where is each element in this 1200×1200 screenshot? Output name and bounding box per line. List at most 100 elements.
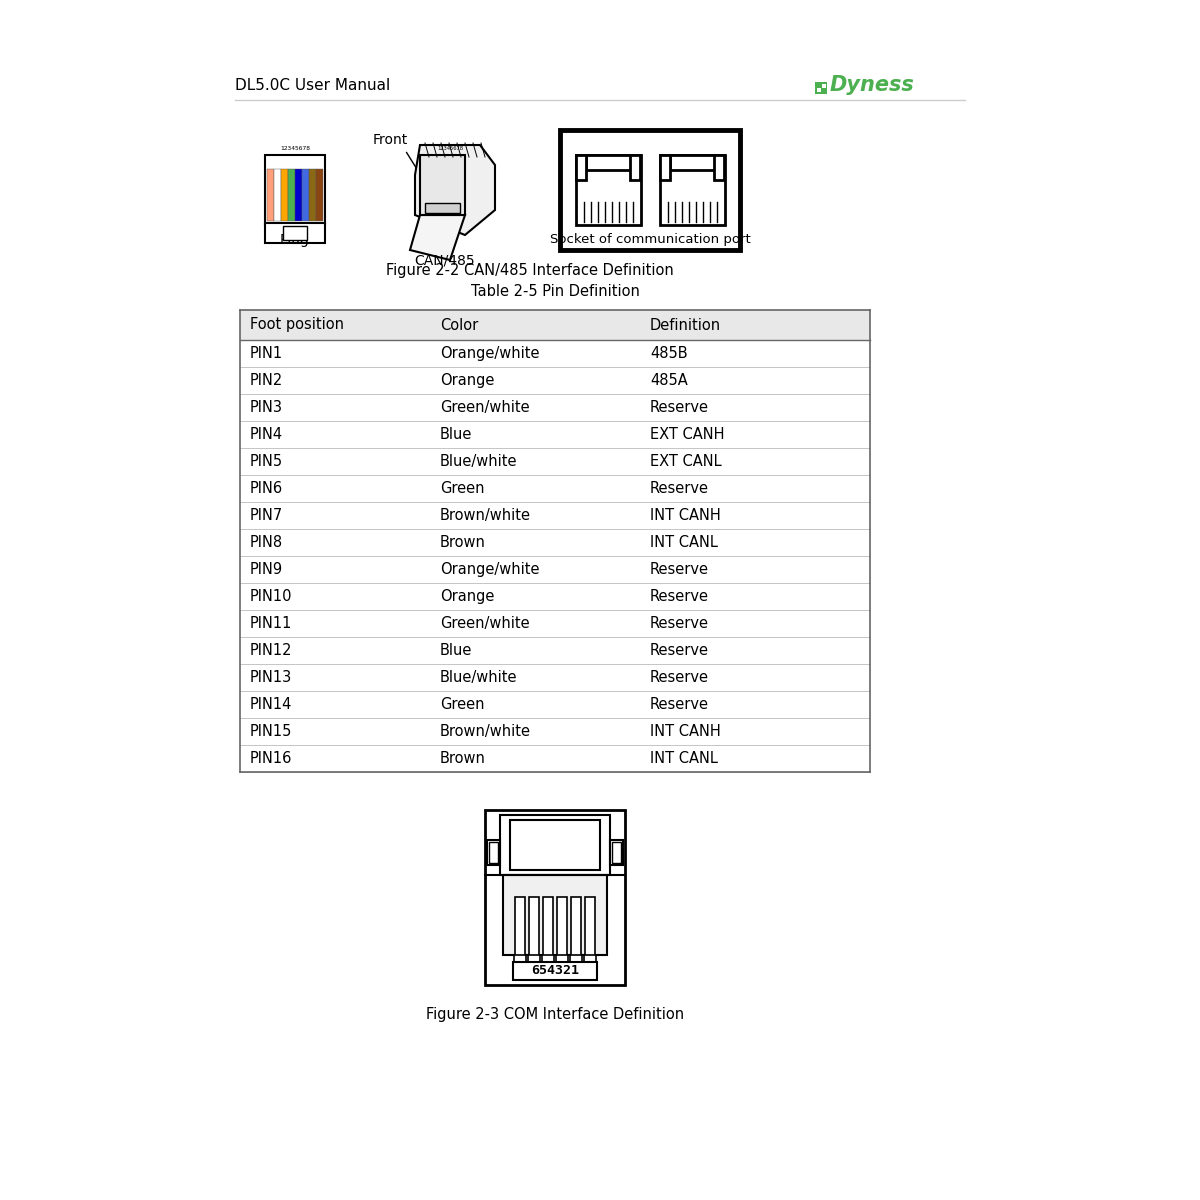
Text: Green/white: Green/white bbox=[440, 616, 529, 631]
Bar bbox=[265, 223, 325, 242]
Text: PIN4: PIN4 bbox=[250, 427, 283, 442]
Text: Brown/white: Brown/white bbox=[440, 724, 530, 739]
Text: Foot position: Foot position bbox=[250, 318, 344, 332]
Bar bbox=[560, 130, 740, 250]
Bar bbox=[557, 898, 568, 958]
Bar bbox=[542, 955, 554, 967]
Text: Green: Green bbox=[440, 481, 485, 496]
Text: Orange: Orange bbox=[440, 373, 494, 388]
Text: INT CANH: INT CANH bbox=[650, 724, 721, 739]
Bar bbox=[514, 962, 598, 980]
Bar bbox=[485, 810, 625, 985]
Text: PIN11: PIN11 bbox=[250, 616, 293, 631]
Bar bbox=[490, 842, 498, 863]
Bar bbox=[822, 84, 826, 88]
Text: PIN9: PIN9 bbox=[250, 562, 283, 577]
Text: PIN2: PIN2 bbox=[250, 373, 283, 388]
Text: Figure 2-3 COM Interface Definition: Figure 2-3 COM Interface Definition bbox=[426, 1008, 684, 1022]
Text: Dyness: Dyness bbox=[830, 74, 914, 95]
Text: Socket of communication port: Socket of communication port bbox=[550, 234, 750, 246]
Text: Color: Color bbox=[440, 318, 479, 332]
Text: 12345678: 12345678 bbox=[280, 146, 310, 151]
Text: DL5.0C User Manual: DL5.0C User Manual bbox=[235, 78, 390, 92]
Bar bbox=[586, 155, 631, 170]
Bar bbox=[515, 898, 526, 958]
Bar bbox=[612, 842, 622, 863]
Bar bbox=[586, 898, 595, 958]
Text: 485B: 485B bbox=[650, 346, 688, 361]
Bar bbox=[503, 875, 607, 955]
Text: PIN8: PIN8 bbox=[250, 535, 283, 550]
Text: PIN5: PIN5 bbox=[250, 454, 283, 469]
Text: 654321: 654321 bbox=[530, 965, 580, 978]
Bar bbox=[274, 169, 281, 221]
Text: 485A: 485A bbox=[650, 373, 688, 388]
Bar bbox=[510, 820, 600, 870]
Text: Reserve: Reserve bbox=[650, 616, 709, 631]
Text: 12345678: 12345678 bbox=[437, 146, 463, 151]
Text: PIN3: PIN3 bbox=[250, 400, 283, 415]
Text: PIN15: PIN15 bbox=[250, 724, 293, 739]
Bar bbox=[529, 898, 539, 958]
Bar bbox=[487, 840, 500, 865]
Text: INT CANL: INT CANL bbox=[650, 751, 718, 766]
Polygon shape bbox=[410, 215, 466, 260]
Text: PIN16: PIN16 bbox=[250, 751, 293, 766]
Bar bbox=[528, 955, 540, 967]
Text: PIN6: PIN6 bbox=[250, 481, 283, 496]
Bar bbox=[660, 155, 725, 226]
Bar bbox=[295, 169, 302, 221]
Bar bbox=[302, 169, 310, 221]
Bar bbox=[281, 169, 288, 221]
Bar bbox=[420, 155, 466, 215]
Text: CAN/485: CAN/485 bbox=[415, 253, 475, 266]
Bar bbox=[316, 169, 323, 221]
Text: Green: Green bbox=[440, 697, 485, 712]
Bar bbox=[714, 155, 724, 180]
Bar bbox=[556, 955, 568, 967]
Text: Reserve: Reserve bbox=[650, 670, 709, 685]
Bar bbox=[584, 955, 596, 967]
Bar bbox=[425, 203, 460, 214]
Text: Figure 2-2 CAN/485 Interface Definition: Figure 2-2 CAN/485 Interface Definition bbox=[386, 263, 674, 277]
Bar bbox=[571, 898, 581, 958]
Bar bbox=[817, 88, 821, 92]
Bar bbox=[240, 310, 870, 340]
Bar bbox=[266, 169, 274, 221]
Text: PIN10: PIN10 bbox=[250, 589, 293, 604]
Bar bbox=[576, 155, 586, 180]
Text: Orange/white: Orange/white bbox=[440, 562, 540, 577]
Text: Reserve: Reserve bbox=[650, 697, 709, 712]
Text: Brown/white: Brown/white bbox=[440, 508, 530, 523]
Text: EXT CANH: EXT CANH bbox=[650, 427, 725, 442]
Text: Orange/white: Orange/white bbox=[440, 346, 540, 361]
Text: PIN13: PIN13 bbox=[250, 670, 293, 685]
Bar bbox=[283, 226, 307, 240]
Bar bbox=[542, 898, 553, 958]
Text: Reserve: Reserve bbox=[650, 400, 709, 415]
Bar bbox=[503, 875, 607, 955]
Text: Blue: Blue bbox=[440, 427, 473, 442]
Bar bbox=[310, 169, 316, 221]
Text: PIN14: PIN14 bbox=[250, 697, 293, 712]
Text: Reserve: Reserve bbox=[650, 589, 709, 604]
Text: Orange: Orange bbox=[440, 589, 494, 604]
Text: Brown: Brown bbox=[440, 751, 486, 766]
Text: PIN12: PIN12 bbox=[250, 643, 293, 658]
Text: INT CANH: INT CANH bbox=[650, 508, 721, 523]
Text: Definition: Definition bbox=[650, 318, 721, 332]
Text: Blue/white: Blue/white bbox=[440, 670, 517, 685]
Bar bbox=[576, 155, 641, 226]
Text: EXT CANL: EXT CANL bbox=[650, 454, 721, 469]
Text: PIN7: PIN7 bbox=[250, 508, 283, 523]
Text: PIN1: PIN1 bbox=[250, 346, 283, 361]
Text: Brown: Brown bbox=[440, 535, 486, 550]
Bar bbox=[610, 840, 623, 865]
Bar bbox=[630, 155, 640, 180]
Bar bbox=[500, 815, 610, 875]
Text: Blue/white: Blue/white bbox=[440, 454, 517, 469]
Bar bbox=[660, 155, 670, 180]
Bar bbox=[514, 955, 526, 967]
Text: Reserve: Reserve bbox=[650, 643, 709, 658]
Bar bbox=[815, 82, 827, 94]
